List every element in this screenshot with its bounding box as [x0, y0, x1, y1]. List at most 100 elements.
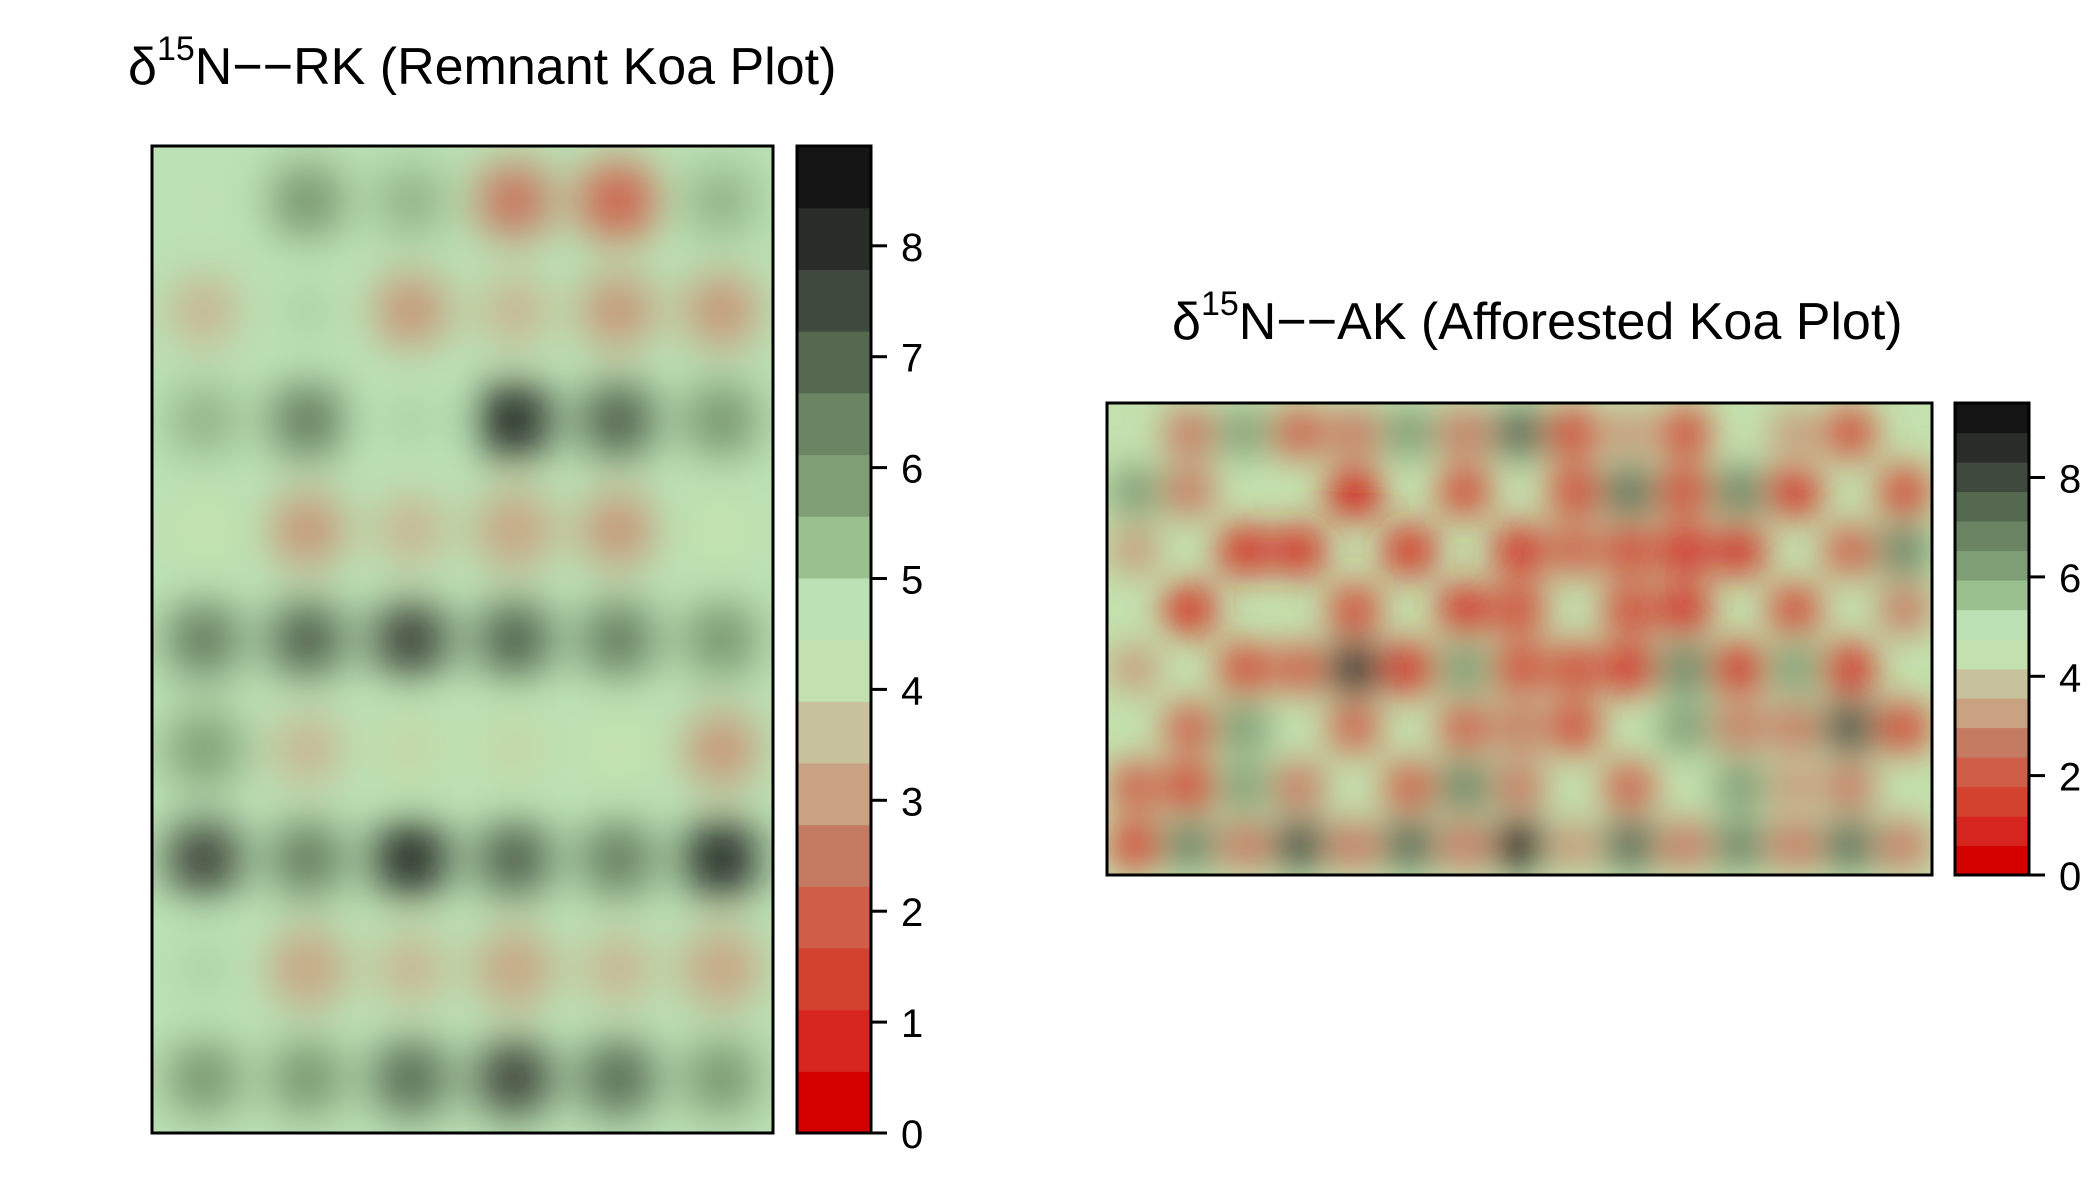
heatmap-cell-core — [496, 402, 532, 438]
heatmap-cell-core — [1508, 716, 1531, 739]
heatmap-cell-core — [1233, 421, 1256, 444]
heatmap-cell-core — [1123, 775, 1146, 798]
heatmap-cell-core — [1288, 657, 1311, 680]
colorbar-tick-label: 7 — [901, 337, 923, 381]
heatmap-cell-core — [600, 183, 636, 219]
heatmap-cell-core — [1398, 834, 1421, 857]
colorbar-segment — [797, 1071, 871, 1133]
colorbar-segment — [1955, 846, 2029, 876]
heatmap-cell-core — [1178, 716, 1201, 739]
heatmap-cell-core — [1398, 657, 1421, 680]
heatmap-cell-core — [703, 951, 739, 987]
colorbar-segment — [1955, 639, 2029, 669]
heatmap-cell-core — [1728, 480, 1751, 503]
heatmap-cell-core — [1673, 716, 1696, 739]
heatmap-cell-core — [1508, 834, 1531, 857]
colorbar-tick-label: 3 — [901, 780, 923, 824]
heatmap-cell-core — [1343, 480, 1366, 503]
heatmap-cell-core — [1123, 480, 1146, 503]
heatmap-cell-core — [289, 183, 325, 219]
heatmap-cell-core — [1288, 775, 1311, 798]
colorbar-ak — [1955, 403, 2029, 876]
heatmap-cell-core — [1288, 539, 1311, 562]
heatmap-cell-core — [703, 402, 739, 438]
heatmap-cell-core — [1563, 421, 1586, 444]
heatmap-cell-core — [703, 1060, 739, 1096]
heatmap-cell-core — [1453, 421, 1476, 444]
heatmap-cell-core — [1508, 539, 1531, 562]
heatmap-cell-core — [1563, 834, 1586, 857]
heatmap-cell-core — [1893, 539, 1916, 562]
colorbar-segment — [1955, 787, 2029, 817]
colorbar-tick-label: 4 — [2059, 656, 2081, 700]
title-superscript: 15 — [157, 30, 195, 68]
chart-title-rk: δ15N−−RK (Remnant Koa Plot) — [128, 30, 836, 96]
heatmap-cell-core — [496, 951, 532, 987]
colorbar-tick-label: 6 — [901, 448, 923, 492]
colorbar-segment — [1955, 403, 2029, 433]
heatmap-cell-core — [1673, 480, 1696, 503]
heatmap-cell-core — [600, 293, 636, 329]
heatmap-cell-core — [1453, 657, 1476, 680]
heatmap-cell-core — [600, 1060, 636, 1096]
heatmap-cell-core — [186, 841, 222, 877]
heatmap-cell-core — [1233, 657, 1256, 680]
panel-ak: δ15N−−AK (Afforested Koa Plot) 0 2 4 6 8 — [1107, 285, 2081, 899]
heatmap-cell-core — [1563, 539, 1586, 562]
heatmap-cell-core — [496, 1060, 532, 1096]
heatmap-cell-core — [289, 1060, 325, 1096]
heatmap-cell-core — [289, 512, 325, 548]
heatmap-cell-core — [1783, 775, 1806, 798]
heatmap-cell-core — [186, 622, 222, 658]
heatmap-cell-core — [600, 841, 636, 877]
heatmap-cell-core — [1453, 480, 1476, 503]
heatmap-cell-core — [1783, 480, 1806, 503]
heatmap-cell-core — [1233, 539, 1256, 562]
heatmap-cell-core — [186, 731, 222, 767]
heatmap-cell-core — [1618, 775, 1641, 798]
heatmap-cell-core — [1233, 834, 1256, 857]
heatmap-cell-core — [393, 183, 429, 219]
heatmap-cell-core — [1893, 598, 1916, 621]
heatmap-cell-core — [289, 841, 325, 877]
heatmap-cell-core — [1453, 598, 1476, 621]
colorbar-tick-label: 0 — [901, 1113, 923, 1157]
heatmap-cell-core — [1618, 598, 1641, 621]
heatmap-cell-core — [393, 622, 429, 658]
heatmap-cell-core — [496, 841, 532, 877]
colorbar-tick-label: 1 — [901, 1002, 923, 1046]
heatmap-cell-core — [1838, 539, 1861, 562]
colorbar-segment — [797, 701, 871, 763]
panel-rk: δ15N−−RK (Remnant Koa Plot) 012345678 — [128, 30, 923, 1157]
heatmap-cell-core — [1728, 539, 1751, 562]
heatmap-cell-core — [1288, 421, 1311, 444]
heatmap-cell-core — [1783, 716, 1806, 739]
heatmap-cell-core — [1233, 716, 1256, 739]
colorbar-tick-label: 6 — [2059, 557, 2081, 601]
title-symbol: δ — [1172, 293, 1201, 351]
heatmap-cell-core — [1783, 421, 1806, 444]
heatmap-cell-core — [186, 183, 222, 219]
heatmap-cell-core — [1123, 657, 1146, 680]
heatmap-cell-core — [703, 841, 739, 877]
colorbar-segment — [797, 208, 871, 270]
heatmap-cell-core — [1343, 598, 1366, 621]
heatmap-cell-core — [496, 293, 532, 329]
heatmap-cell-core — [600, 622, 636, 658]
heatmap-cell-core — [1838, 775, 1861, 798]
colorbar-tick-label: 5 — [901, 559, 923, 603]
colorbar-rk — [797, 146, 871, 1134]
colorbar-tick-label: 8 — [901, 226, 923, 270]
heatmap-cell-core — [1673, 539, 1696, 562]
heatmap-cell-core — [1783, 834, 1806, 857]
heatmap-cell-core — [1618, 480, 1641, 503]
colorbar-segment — [797, 825, 871, 887]
colorbar-segment — [797, 640, 871, 702]
heatmap-cell-core — [1343, 716, 1366, 739]
heatmap-cell-core — [703, 512, 739, 548]
colorbar-segment — [797, 331, 871, 393]
heatmap-cell-core — [1288, 834, 1311, 857]
heatmap-cell-core — [1398, 421, 1421, 444]
colorbar-segment — [797, 393, 871, 455]
